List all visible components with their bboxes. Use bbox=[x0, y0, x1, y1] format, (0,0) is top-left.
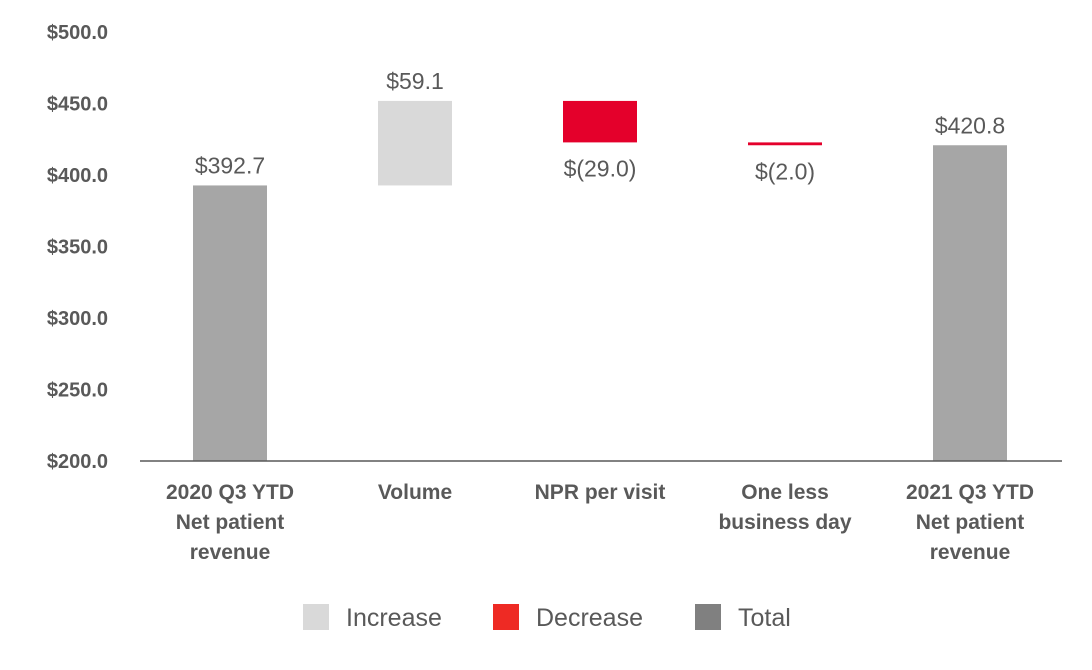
x-category-line: NPR per visit bbox=[535, 481, 666, 504]
data-labels: $392.7 $59.1 $(29.0) $(2.0) $420.8 bbox=[195, 68, 1005, 184]
bar-increase bbox=[378, 100, 452, 186]
bar-decrease bbox=[748, 142, 822, 146]
y-tick-label: $400.0 bbox=[47, 165, 108, 187]
x-category-line: Net patient bbox=[916, 511, 1025, 534]
bar-decrease bbox=[563, 100, 637, 143]
x-category-label: 2020 Q3 YTD Net patient revenue bbox=[166, 481, 294, 564]
bars bbox=[193, 100, 1007, 462]
legend-swatch-increase bbox=[303, 604, 329, 630]
legend-label-decrease: Decrease bbox=[536, 604, 643, 632]
legend-swatch-decrease bbox=[493, 604, 519, 630]
legend-label-increase: Increase bbox=[346, 604, 442, 632]
data-label: $392.7 bbox=[195, 152, 265, 178]
data-label: $420.8 bbox=[935, 112, 1005, 138]
y-tick-label: $450.0 bbox=[47, 94, 108, 116]
x-category-line: business day bbox=[718, 511, 851, 534]
y-tick-label: $200.0 bbox=[47, 451, 108, 473]
x-category-line: 2021 Q3 YTD bbox=[906, 481, 1034, 504]
legend-label-total: Total bbox=[738, 604, 791, 632]
x-axis-categories: 2020 Q3 YTD Net patient revenue Volume NPR p… bbox=[166, 481, 1034, 564]
x-category-line: One less bbox=[741, 481, 829, 504]
x-category-line: Volume bbox=[378, 481, 452, 504]
y-tick-label: $500.0 bbox=[47, 22, 108, 44]
data-label: $59.1 bbox=[386, 68, 444, 94]
x-category-line: 2020 Q3 YTD bbox=[166, 481, 294, 504]
x-category-line: revenue bbox=[930, 541, 1011, 564]
x-category-label: 2021 Q3 YTD Net patient revenue bbox=[906, 481, 1034, 564]
bar-total bbox=[193, 185, 267, 461]
y-tick-label: $350.0 bbox=[47, 237, 108, 259]
x-category-label: One less business day bbox=[718, 481, 851, 534]
y-tick-label: $250.0 bbox=[47, 380, 108, 402]
y-axis: $500.0 $450.0 $400.0 $350.0 $300.0 $250.0 $200… bbox=[47, 22, 108, 473]
data-label: $(29.0) bbox=[564, 155, 637, 181]
legend: Increase Decrease Total bbox=[303, 604, 791, 632]
bar-total bbox=[933, 145, 1007, 462]
x-category-line: revenue bbox=[190, 541, 271, 564]
x-category-label: Volume bbox=[378, 481, 452, 504]
x-category-label: NPR per visit bbox=[535, 481, 666, 504]
data-label: $(2.0) bbox=[755, 158, 815, 184]
legend-swatch-total bbox=[695, 604, 721, 630]
y-tick-label: $300.0 bbox=[47, 308, 108, 330]
x-category-line: Net patient bbox=[176, 511, 285, 534]
